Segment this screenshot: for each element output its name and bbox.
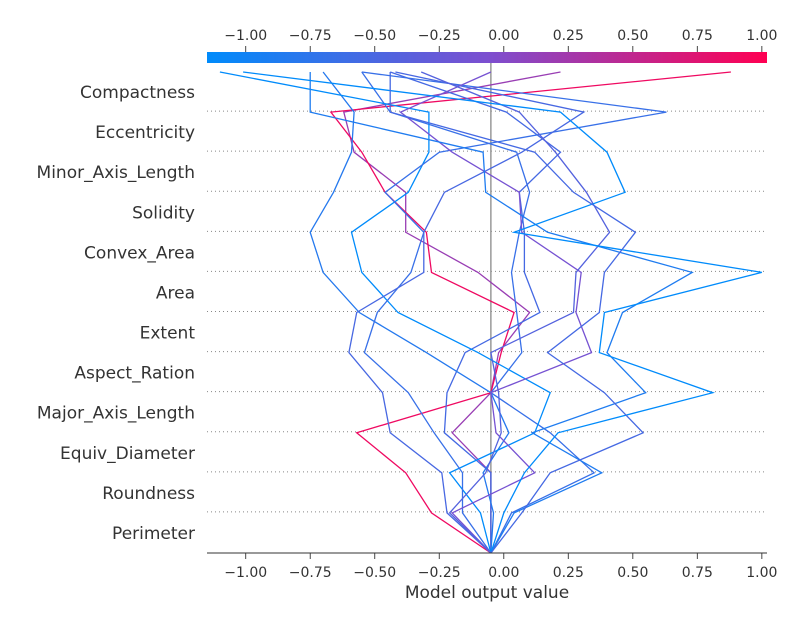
x-axis-label: Model output value: [405, 583, 569, 603]
bottom-tick-label: −0.25: [418, 565, 461, 581]
top-tick-label: 0.25: [553, 28, 584, 44]
top-tick-label: 0.75: [682, 28, 713, 44]
series-lines: [219, 71, 762, 554]
series-line: [399, 71, 593, 554]
feature-gridlines: [207, 110, 767, 513]
feature-labels: Compactness Eccentricity Minor_Axis_Length…: [37, 83, 196, 544]
feature-label: Extent: [140, 324, 196, 344]
top-tick-label: −0.25: [418, 28, 461, 44]
series-line: [361, 71, 596, 554]
feature-label: Equiv_Diameter: [60, 444, 195, 464]
series-line: [361, 71, 667, 554]
series-line: [348, 71, 586, 554]
top-tick-label: 0.50: [617, 28, 648, 44]
feature-label: Perimeter: [112, 524, 195, 544]
top-axis-ticks: −1.00 −0.75 −0.50 −0.25 0.00 0.25 0.50 0.75 1.00: [224, 28, 777, 52]
top-tick-label: −1.00: [224, 28, 267, 44]
bottom-tick-label: 0.00: [488, 565, 519, 581]
feature-label: Roundness: [102, 484, 195, 504]
feature-label: Compactness: [80, 83, 195, 103]
bottom-axis-ticks: −1.00 −0.75 −0.50 −0.25 0.00 0.25 0.50 0.75 1.00: [224, 553, 777, 581]
top-tick-label: −0.75: [289, 28, 332, 44]
bottom-tick-label: −1.00: [224, 565, 267, 581]
bottom-tick-label: 0.50: [617, 565, 648, 581]
bottom-tick-label: −0.75: [289, 565, 332, 581]
feature-label: Solidity: [132, 203, 195, 223]
feature-label: Convex_Area: [84, 243, 195, 263]
feature-label: Minor_Axis_Length: [37, 163, 195, 183]
bottom-tick-label: −0.50: [353, 565, 396, 581]
colorbar: [207, 52, 767, 63]
series-line: [243, 71, 762, 554]
feature-label: Aspect_Ration: [74, 364, 195, 384]
top-tick-label: 1.00: [746, 28, 777, 44]
series-line: [309, 72, 694, 554]
top-tick-label: 0.00: [488, 28, 519, 44]
feature-label: Eccentricity: [95, 123, 195, 143]
series-line: [342, 71, 561, 553]
series-line: [389, 71, 562, 553]
feature-label: Area: [156, 283, 195, 303]
series-line: [329, 71, 731, 554]
series-line: [309, 71, 510, 554]
series-line: [219, 71, 552, 554]
feature-label: Major_Axis_Length: [37, 404, 195, 424]
bottom-tick-label: 0.75: [682, 565, 713, 581]
bottom-tick-label: 0.25: [553, 565, 584, 581]
series-line: [389, 72, 645, 554]
bottom-tick-label: 1.00: [746, 565, 777, 581]
series-line: [420, 71, 611, 554]
top-tick-label: −0.50: [353, 28, 396, 44]
